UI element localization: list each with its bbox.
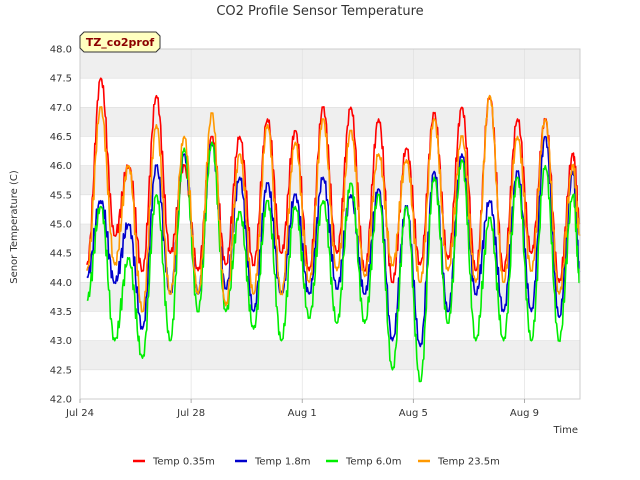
- plot-band: [80, 49, 580, 79]
- x-tick-label: Jul 24: [65, 408, 94, 419]
- plot-band: [80, 78, 580, 108]
- x-axis-ticks: Jul 24 Jul 28 Aug 1 Aug 5 Aug 9: [65, 399, 539, 419]
- series-lines: [86, 77, 581, 383]
- y-tick-label: 44.5: [50, 249, 72, 260]
- plot-band: [80, 107, 580, 137]
- site-badge-label: TZ_co2prof: [86, 36, 155, 49]
- legend-label: Temp 6.0m: [345, 457, 401, 468]
- y-axis-title: Senor Temperature (C): [9, 170, 20, 284]
- x-tick-label: Aug 9: [510, 408, 539, 419]
- x-tick-label: Jul 28: [176, 408, 205, 419]
- legend: Temp 0.35m Temp 1.8m Temp 6.0m Temp 23.5m: [133, 457, 500, 468]
- series-line: [86, 77, 581, 284]
- site-badge-box: [79, 31, 161, 53]
- y-tick-label: 42.5: [50, 365, 72, 376]
- x-tick-label: Aug 5: [399, 408, 428, 419]
- plot-band: [80, 369, 580, 399]
- plot-band: [80, 136, 580, 166]
- y-tick-label: 42.0: [50, 395, 72, 406]
- y-tick-label: 47.0: [50, 103, 72, 114]
- y-tick-label: 43.5: [50, 307, 72, 318]
- y-tick-label: 43.0: [50, 336, 72, 347]
- series-line: [86, 94, 581, 313]
- series-line: [86, 141, 581, 383]
- y-axis-ticks: 42.0 42.5 43.0 43.5 44.0 44.5 45.0 45.5 46.0 46.5…: [50, 45, 72, 406]
- chart-title: CO2 Profile Sensor Temperature: [216, 4, 423, 19]
- legend-label: Temp 0.35m: [152, 457, 215, 468]
- plot-frame: [79, 48, 581, 400]
- y-tick-label: 48.0: [50, 45, 72, 56]
- y-tick-label: 46.5: [50, 132, 72, 143]
- y-tick-label: 46.0: [50, 161, 72, 172]
- x-axis-title: Time: [553, 425, 578, 436]
- legend-label: Temp 1.8m: [254, 457, 310, 468]
- plot-band: [80, 340, 580, 370]
- plot-band: [80, 311, 580, 341]
- x-tick-label: Aug 1: [288, 408, 317, 419]
- site-badge: TZ_co2prof: [79, 31, 161, 53]
- y-tick-label: 44.0: [50, 278, 72, 289]
- y-tick-label: 47.5: [50, 74, 72, 85]
- y-tick-label: 45.5: [50, 190, 72, 201]
- y-tick-label: 45.0: [50, 220, 72, 231]
- legend-label: Temp 23.5m: [437, 457, 500, 468]
